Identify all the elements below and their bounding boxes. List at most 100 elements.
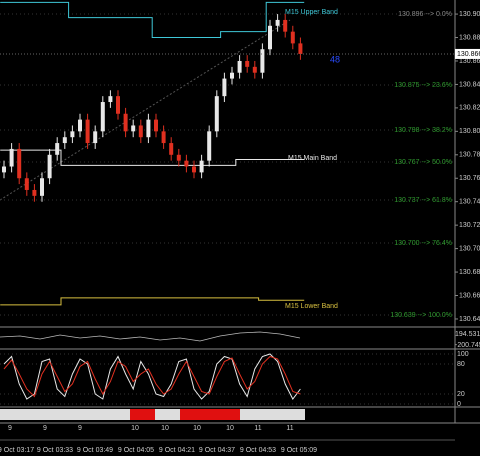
day-label: 11 bbox=[286, 425, 293, 432]
candle-body bbox=[146, 119, 151, 138]
candle-body bbox=[138, 125, 143, 138]
candle-body bbox=[169, 143, 174, 155]
candle-body bbox=[290, 31, 295, 44]
y-tick-label: 130.900 bbox=[459, 11, 480, 18]
candle-body bbox=[268, 25, 272, 50]
candle-body bbox=[32, 189, 37, 196]
fib-label: 130.767 --> 50.0% bbox=[394, 159, 452, 166]
candle-body bbox=[154, 119, 158, 132]
candle-body bbox=[199, 160, 204, 173]
fib-label: 130.798 --> 38.2% bbox=[394, 127, 452, 134]
candle-body bbox=[70, 131, 75, 138]
state-bar-active bbox=[130, 409, 155, 420]
oscillator-label: 194.5310 bbox=[455, 331, 480, 338]
band-line bbox=[0, 1, 305, 39]
day-label: 10 bbox=[131, 425, 139, 432]
candle-body bbox=[245, 60, 250, 67]
oscillator-label: -200.745 bbox=[455, 342, 480, 349]
day-label: 9 bbox=[78, 425, 82, 432]
y-tick-label: 130.860 bbox=[459, 58, 480, 65]
time-label: 9 Oct 05:09 bbox=[281, 447, 317, 454]
fib-label: 130.737 --> 61.8% bbox=[394, 197, 452, 204]
candle-body bbox=[62, 137, 67, 144]
state-bar-active bbox=[180, 409, 240, 420]
candle-body bbox=[85, 119, 90, 144]
y-tick-label: 130.780 bbox=[459, 152, 480, 159]
band-line bbox=[0, 297, 305, 306]
candle-body bbox=[176, 154, 181, 161]
state-bar bbox=[0, 409, 305, 420]
time-label: 9 Oct 04:53 bbox=[240, 447, 276, 454]
candle-body bbox=[47, 154, 52, 179]
candle-body bbox=[55, 143, 60, 155]
fib-label: 130.896 --> 0.0% bbox=[398, 11, 452, 18]
day-label: 10 bbox=[161, 425, 169, 432]
stochastic-tick-label: 0 bbox=[457, 401, 461, 408]
candle-body bbox=[214, 96, 219, 132]
y-tick-label: 130.720 bbox=[459, 222, 480, 229]
stochastic-line bbox=[3, 353, 301, 400]
candle-body bbox=[17, 148, 22, 179]
candle-body bbox=[192, 166, 196, 173]
day-label: 11 bbox=[254, 425, 261, 432]
y-tick-label: 130.640 bbox=[459, 316, 480, 323]
candle-body bbox=[222, 78, 227, 97]
signal-label: 48 bbox=[330, 54, 340, 64]
main-panel bbox=[0, 1, 455, 316]
candle-body bbox=[161, 131, 166, 144]
stochastic-tick-label: 20 bbox=[457, 391, 465, 398]
time-label: 9 Oct 04:05 bbox=[118, 447, 154, 454]
candle-body bbox=[298, 43, 303, 54]
day-label: 10 bbox=[226, 425, 234, 432]
fib-label: 130.700 --> 76.4% bbox=[394, 240, 452, 247]
candle-body bbox=[93, 131, 98, 144]
candle-body bbox=[184, 160, 189, 167]
current-price-box bbox=[455, 48, 480, 59]
current-price-label: 130.866 bbox=[457, 51, 480, 58]
candle-body bbox=[260, 49, 265, 73]
stochastic-tick-label: 100 bbox=[457, 351, 469, 358]
candle-body bbox=[252, 66, 257, 73]
candle-body bbox=[230, 72, 234, 79]
oscillator-line bbox=[0, 331, 301, 342]
candle-body bbox=[108, 96, 113, 103]
band-label: M15 Upper Band bbox=[285, 9, 338, 16]
candle-body bbox=[24, 178, 29, 190]
candle-body bbox=[283, 19, 288, 32]
candle-body bbox=[275, 19, 280, 26]
candle-body bbox=[2, 166, 6, 173]
y-tick-label: 130.840 bbox=[459, 81, 480, 88]
stochastic-line bbox=[3, 355, 301, 398]
time-label: 9 Oct 04:21 bbox=[159, 447, 195, 454]
fib-label: 130.875 --> 23.6% bbox=[394, 82, 452, 89]
day-label: 9 bbox=[8, 425, 12, 432]
candle-body bbox=[123, 113, 128, 132]
y-tick-label: 130.680 bbox=[459, 269, 480, 276]
y-tick-label: 130.700 bbox=[459, 245, 480, 252]
candle-body bbox=[131, 125, 136, 132]
y-tick-label: 130.800 bbox=[459, 128, 480, 135]
stochastic-tick-label: 80 bbox=[457, 361, 465, 368]
day-label: 10 bbox=[193, 425, 201, 432]
time-label: 9 Oct 04:37 bbox=[199, 447, 235, 454]
candle-body bbox=[100, 102, 105, 132]
candle-body bbox=[40, 178, 44, 196]
fib-label: 130.639 --> 100.0% bbox=[390, 312, 452, 319]
band-label: M15 Lower Band bbox=[285, 303, 338, 310]
y-tick-label: 130.740 bbox=[459, 199, 480, 206]
y-tick-label: 130.820 bbox=[459, 105, 480, 112]
candle-body bbox=[78, 119, 82, 132]
candle-body bbox=[207, 131, 212, 161]
y-tick-label: 130.880 bbox=[459, 34, 480, 41]
band-label: M15 Main Band bbox=[288, 155, 337, 162]
candle-body bbox=[237, 60, 242, 73]
time-label: 9 Oct 03:33 bbox=[37, 447, 73, 454]
band-line bbox=[0, 149, 305, 166]
candle-body bbox=[9, 148, 14, 167]
time-label: 9 Oct 03:49 bbox=[77, 447, 113, 454]
time-label: 9 Oct 03:17 bbox=[0, 447, 34, 454]
y-tick-label: 130.660 bbox=[459, 292, 480, 299]
day-label: 9 bbox=[43, 425, 47, 432]
y-tick-label: 130.760 bbox=[459, 175, 480, 182]
